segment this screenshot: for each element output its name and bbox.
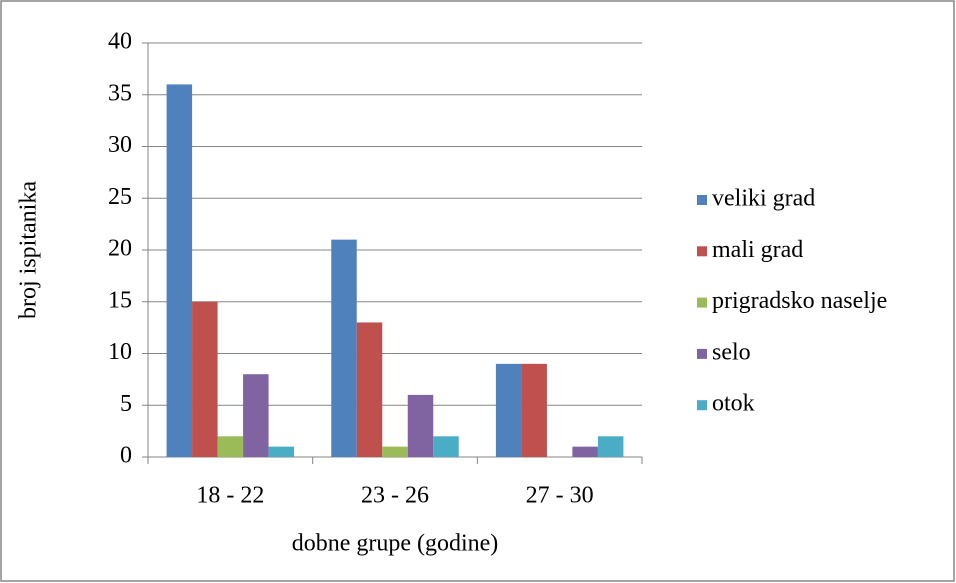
y-tick-label: 5 (120, 391, 132, 417)
legend-swatch (697, 246, 707, 257)
bar (243, 374, 269, 457)
bar (268, 446, 295, 457)
y-tick-label: 25 (108, 184, 132, 210)
bar (597, 436, 624, 457)
legend-label: otok (712, 391, 755, 417)
legend-label: mali grad (712, 237, 803, 263)
bar (572, 446, 598, 457)
bar (356, 322, 383, 457)
x-tick-label: 27 - 30 (526, 483, 594, 509)
x-axis-title: dobne grupe (godine) (292, 531, 499, 557)
bar (407, 394, 434, 457)
legend-swatch (697, 195, 707, 205)
legend-label: selo (712, 339, 751, 365)
legend-label: prigradsko naselje (712, 288, 887, 314)
y-tick-label: 0 (120, 443, 132, 469)
x-tick-label: 23 - 26 (361, 483, 429, 509)
y-tick-label: 40 (108, 29, 132, 55)
bar (192, 301, 218, 457)
y-tick-label: 15 (108, 287, 132, 313)
legend-label: veliki grad (712, 186, 815, 212)
bar (433, 436, 459, 457)
y-axis-title: broj ispitanika (16, 181, 42, 319)
legend-swatch (697, 348, 707, 359)
legend-swatch (697, 400, 707, 411)
y-tick-label: 20 (108, 236, 132, 262)
y-tick-label: 10 (108, 339, 132, 365)
bar (217, 436, 244, 457)
bar (521, 363, 547, 457)
y-tick-label: 35 (108, 80, 132, 106)
bar (495, 363, 522, 457)
bar (331, 239, 357, 457)
bar (166, 84, 193, 458)
bar (382, 446, 408, 457)
legend-swatch (697, 297, 707, 308)
y-tick-label: 30 (108, 132, 132, 158)
x-tick-label: 18 - 22 (196, 483, 264, 509)
